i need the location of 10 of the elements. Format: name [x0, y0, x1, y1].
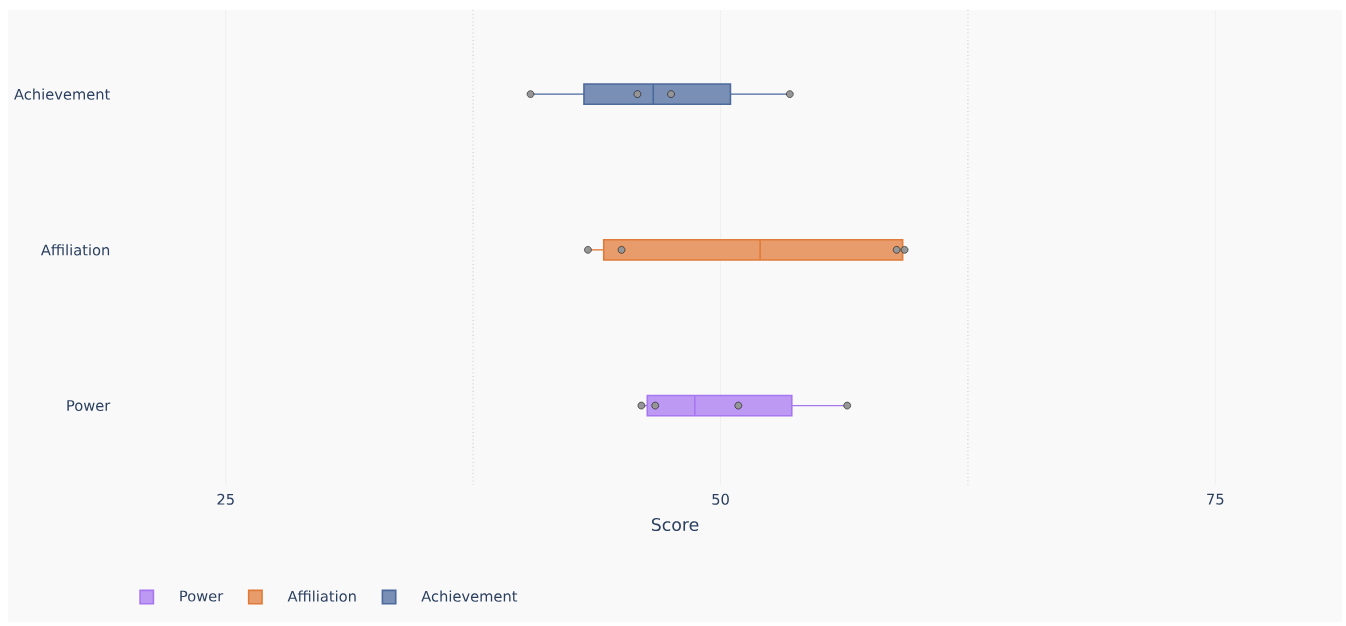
x-axis-title: Score	[651, 517, 699, 532]
legend-label: Achievement	[421, 590, 518, 602]
legend-label: Affiliation	[287, 590, 356, 602]
y-tick-label: Achievement	[14, 88, 110, 100]
legend-label: Power	[180, 590, 224, 602]
x-tick-label: 75	[1207, 493, 1224, 505]
y-tick-label: Affiliation	[40, 244, 110, 256]
x-tick-label: 50	[712, 493, 729, 505]
y-tick-label: Power	[67, 400, 111, 412]
x-tick-label: 25	[217, 493, 234, 505]
